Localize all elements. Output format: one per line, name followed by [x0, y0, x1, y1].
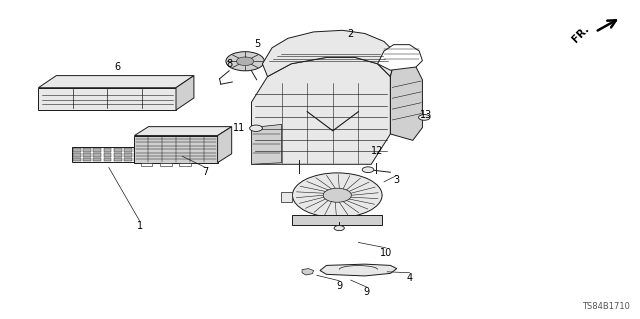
- Polygon shape: [176, 76, 194, 110]
- Polygon shape: [134, 136, 218, 163]
- Circle shape: [334, 226, 344, 231]
- Polygon shape: [160, 163, 172, 166]
- Text: 2: 2: [348, 29, 354, 39]
- Text: 7: 7: [202, 167, 209, 177]
- Polygon shape: [134, 153, 142, 157]
- Polygon shape: [83, 153, 91, 157]
- Polygon shape: [262, 30, 394, 77]
- Text: 13: 13: [419, 110, 432, 121]
- Text: 5: 5: [254, 39, 260, 49]
- Polygon shape: [378, 45, 422, 70]
- Text: 3: 3: [394, 175, 400, 185]
- Polygon shape: [104, 158, 111, 161]
- Polygon shape: [302, 269, 314, 275]
- Polygon shape: [252, 57, 390, 164]
- Polygon shape: [134, 127, 232, 136]
- Circle shape: [250, 125, 262, 131]
- Circle shape: [419, 115, 430, 120]
- Polygon shape: [179, 163, 191, 166]
- Polygon shape: [218, 127, 232, 163]
- Polygon shape: [292, 215, 382, 225]
- Polygon shape: [154, 144, 160, 162]
- Circle shape: [292, 173, 382, 218]
- Polygon shape: [134, 158, 142, 161]
- Polygon shape: [141, 163, 152, 166]
- Polygon shape: [93, 148, 101, 152]
- Text: 8: 8: [226, 59, 232, 69]
- Polygon shape: [38, 76, 194, 88]
- Polygon shape: [73, 153, 81, 157]
- Polygon shape: [124, 153, 132, 157]
- Text: 11: 11: [232, 123, 245, 133]
- Polygon shape: [124, 148, 132, 152]
- Polygon shape: [38, 88, 176, 110]
- Polygon shape: [93, 153, 101, 157]
- Polygon shape: [114, 148, 122, 152]
- Circle shape: [323, 188, 351, 202]
- Polygon shape: [73, 148, 81, 152]
- Polygon shape: [390, 51, 422, 140]
- Text: 4: 4: [406, 272, 413, 283]
- Polygon shape: [72, 147, 154, 162]
- Polygon shape: [73, 158, 81, 161]
- Polygon shape: [114, 158, 122, 161]
- Circle shape: [226, 52, 264, 71]
- Text: 9: 9: [336, 280, 342, 291]
- Polygon shape: [83, 148, 91, 152]
- Polygon shape: [145, 153, 152, 157]
- Polygon shape: [104, 148, 111, 152]
- Text: FR.: FR.: [570, 24, 591, 45]
- Text: 1: 1: [136, 220, 143, 231]
- Polygon shape: [83, 158, 91, 161]
- Polygon shape: [320, 264, 397, 276]
- Polygon shape: [252, 124, 282, 164]
- Text: 10: 10: [380, 248, 392, 258]
- Text: 6: 6: [114, 62, 120, 72]
- Polygon shape: [134, 148, 142, 152]
- Circle shape: [362, 167, 374, 173]
- Polygon shape: [145, 148, 152, 152]
- Text: 12: 12: [371, 145, 384, 156]
- Polygon shape: [93, 158, 101, 161]
- Polygon shape: [281, 192, 292, 202]
- Circle shape: [237, 57, 253, 66]
- Polygon shape: [104, 153, 111, 157]
- Polygon shape: [145, 158, 152, 161]
- Polygon shape: [114, 153, 122, 157]
- Text: 9: 9: [364, 287, 370, 297]
- Text: TS84B1710: TS84B1710: [582, 302, 630, 311]
- Polygon shape: [124, 158, 132, 161]
